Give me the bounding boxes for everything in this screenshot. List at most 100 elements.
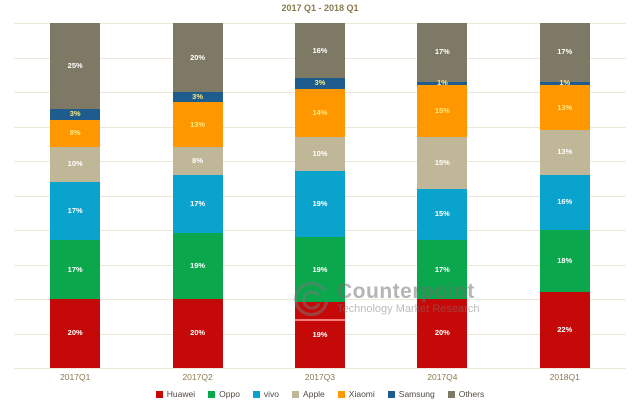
data-label: 19%: [312, 264, 328, 274]
legend-label: Samsung: [398, 389, 435, 399]
segment-oppo: 19%: [172, 233, 223, 299]
segment-oppo: 17%: [417, 240, 468, 299]
legend-item-vivo: vivo: [252, 389, 280, 399]
data-label: 18%: [557, 256, 573, 265]
legend-item-xiaomi: Xiaomi: [337, 389, 375, 399]
gridline: [14, 368, 626, 369]
legend-label: Others: [458, 389, 485, 399]
stacked-bar-2018Q1: 17% 1% 13% 13% 16% 18% 22%: [539, 23, 590, 368]
segment-samsung: 1%: [539, 78, 590, 88]
segment-apple: 8%: [172, 147, 223, 175]
data-label: 8%: [69, 128, 81, 138]
segment-vivo: 19%: [294, 171, 345, 237]
segment-apple: 15%: [417, 136, 468, 189]
data-label: 15%: [434, 105, 450, 115]
legend-marker-icon: [155, 390, 163, 398]
data-label: 17%: [67, 206, 83, 215]
x-tick-2017Q4: 2017Q4: [427, 372, 458, 382]
data-label: 15%: [434, 157, 450, 167]
segment-samsung: 3%: [294, 78, 345, 89]
segment-xiaomi: 8%: [50, 119, 101, 148]
plot-area: 25% 3% 8% 10% 17% 17% 20% 20% 3% 13% 8% 17% 19% 20% 16…: [14, 23, 626, 369]
segment-apple: 13%: [539, 129, 590, 175]
segment-samsung: 1%: [417, 78, 468, 88]
data-label: 13%: [557, 102, 573, 112]
segment-vivo: 16%: [539, 174, 590, 230]
data-label: 17%: [67, 264, 83, 274]
data-label: 3%: [69, 109, 81, 119]
data-label: 19%: [190, 261, 206, 271]
data-label: 13%: [557, 147, 573, 157]
data-label: 17%: [557, 47, 573, 57]
legend-marker-icon: [447, 390, 455, 398]
data-label: 3%: [314, 78, 326, 88]
legend-item-huawei: Huawei: [155, 389, 195, 399]
data-label: 17%: [434, 47, 450, 57]
data-label: 10%: [312, 149, 328, 159]
segment-others: 25%: [50, 23, 101, 110]
legend-item-samsung: Samsung: [387, 389, 435, 399]
data-label: 1%: [559, 78, 571, 88]
segment-huawei: 20%: [172, 298, 223, 368]
data-label: 15%: [434, 209, 450, 219]
legend: Huawei Oppo vivo Apple Xiaomi Samsung Others: [0, 389, 640, 399]
legend-item-oppo: Oppo: [208, 389, 240, 399]
segment-huawei: 19%: [294, 302, 345, 368]
x-tick-2017Q3: 2017Q3: [304, 372, 336, 382]
segment-samsung: 3%: [50, 109, 101, 120]
legend-marker-icon: [252, 390, 260, 398]
chart-title: 2017 Q1 - 2018 Q1: [281, 3, 359, 13]
bars: 25% 3% 8% 10% 17% 17% 20% 20% 3% 13% 8% 17% 19% 20% 16…: [14, 23, 626, 368]
segment-apple: 10%: [50, 147, 101, 182]
stacked-bar-2017Q4: 17% 1% 15% 15% 15% 17% 20%: [417, 23, 468, 368]
segment-xiaomi: 14%: [294, 88, 345, 137]
data-label: 16%: [312, 45, 328, 55]
segment-vivo: 15%: [417, 188, 468, 241]
data-label: 17%: [434, 264, 450, 274]
segment-huawei: 22%: [539, 292, 590, 368]
segment-apple: 10%: [294, 136, 345, 172]
stacked-bar-2017Q2: 20% 3% 13% 8% 17% 19% 20%: [172, 23, 223, 368]
segment-oppo: 18%: [539, 229, 590, 293]
legend-label: Apple: [303, 389, 325, 399]
legend-marker-icon: [292, 390, 300, 398]
legend-label: vivo: [263, 389, 280, 399]
data-label: 19%: [312, 330, 328, 340]
data-label: 13%: [190, 119, 206, 129]
data-label: 14%: [312, 107, 328, 117]
stacked-bar-2017Q3: 16% 3% 14% 10% 19% 19% 19%: [294, 23, 345, 368]
data-label: 3%: [192, 92, 203, 102]
data-label: 20%: [434, 328, 450, 338]
segment-oppo: 17%: [50, 240, 101, 299]
segment-others: 17%: [417, 23, 468, 82]
segment-vivo: 17%: [172, 174, 223, 234]
segment-xiaomi: 13%: [539, 85, 590, 130]
segment-huawei: 20%: [50, 298, 101, 368]
legend-label: Oppo: [219, 389, 240, 399]
data-label: 19%: [312, 199, 328, 209]
segment-samsung: 3%: [172, 92, 223, 103]
data-label: 25%: [67, 61, 83, 71]
legend-marker-icon: [337, 390, 345, 398]
data-label: 1%: [436, 78, 448, 88]
stacked-bar-2017Q1: 25% 3% 8% 10% 17% 17% 20%: [50, 23, 101, 368]
segment-others: 17%: [539, 23, 590, 82]
segment-vivo: 17%: [50, 181, 101, 241]
legend-item-apple: Apple: [292, 389, 325, 399]
data-label: 22%: [557, 324, 573, 334]
data-label: 17%: [190, 199, 206, 209]
x-tick-2017Q1: 2017Q1: [60, 372, 91, 382]
x-axis: 2017Q1 2017Q2 2017Q3 2017Q4 2018Q1: [14, 372, 626, 382]
x-tick-2017Q2: 2017Q2: [182, 372, 213, 382]
legend-label: Xiaomi: [348, 389, 375, 399]
data-label: 10%: [67, 159, 83, 169]
data-label: 16%: [557, 197, 573, 207]
data-label: 20%: [190, 52, 206, 62]
data-label: 8%: [192, 155, 203, 165]
legend-item-others: Others: [447, 389, 485, 399]
segment-others: 20%: [172, 23, 223, 92]
x-tick-2018Q1: 2018Q1: [549, 372, 580, 382]
legend-marker-icon: [387, 390, 395, 398]
segment-huawei: 20%: [417, 298, 468, 368]
